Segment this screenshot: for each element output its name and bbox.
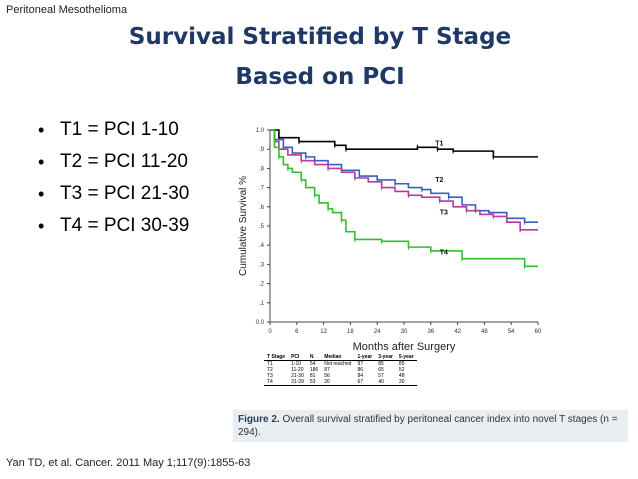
table-cell: T2	[267, 367, 273, 373]
caption-label: Figure 2.	[238, 414, 280, 425]
table-cell: 85	[378, 361, 384, 367]
bullet-item: • T4 = PCI 30-39	[38, 214, 189, 246]
table-cell: 97	[357, 361, 364, 367]
table-cell: 31-39	[291, 379, 304, 385]
bullet-text: T2 = PCI 11-20	[60, 151, 188, 172]
bullet-dot-icon: •	[38, 152, 45, 172]
y-tick-label: .1	[259, 301, 265, 307]
table-cell: 1-10	[291, 361, 302, 367]
bullet-item: • T2 = PCI 11-20	[38, 150, 189, 182]
table-header-cell: N	[309, 354, 314, 360]
survival-chart: 0.0 .1 .2 .3 .4 .5 .6 .7 .8 .9 1.0 0 6 12 18 24 30 36 42 48…	[238, 128, 542, 353]
table-header-cell: 1-year	[357, 354, 373, 360]
table-cell: 87	[324, 367, 330, 373]
x-tick-label: 30	[401, 329, 408, 335]
bullet-dot-icon: •	[38, 216, 45, 236]
bullet-text: T1 = PCI 1-10	[60, 119, 179, 140]
y-tick-label: .2	[259, 282, 265, 288]
bullet-list: • T1 = PCI 1-10 • T2 = PCI 11-20 • T3 = PCI…	[38, 118, 189, 246]
series-line-t3	[270, 129, 538, 231]
table-cell: 30	[398, 379, 405, 385]
table-cell: T1	[267, 361, 273, 367]
table-cell: 40	[378, 379, 384, 385]
table-cell: 11-20	[291, 367, 304, 373]
table-cell: 67	[357, 379, 364, 385]
bullet-text: T3 = PCI 21-30	[60, 183, 190, 204]
curve-label-t4: T4	[440, 250, 448, 257]
figure-caption: Figure 2. Overall survival stratified by…	[238, 413, 623, 439]
table-header-cell: T Stage	[267, 354, 286, 360]
table-cell: 53	[309, 379, 316, 385]
table-cell: 52	[398, 367, 405, 373]
y-tick-label: .5	[259, 224, 265, 230]
curve-label-t2: T2	[435, 177, 443, 184]
x-tick-label: 48	[481, 329, 488, 335]
y-tick-label: .3	[259, 262, 265, 268]
table-cell: 86	[357, 367, 364, 373]
x-tick-label: 0	[268, 329, 272, 335]
curve-label-t3: T3	[440, 209, 448, 216]
y-tick-label: .6	[259, 205, 265, 211]
x-tick-label: 60	[535, 329, 542, 335]
table-cell: 84	[357, 373, 364, 379]
y-axis-title: Cumulative Survival %	[238, 176, 249, 276]
x-tick-label: 42	[454, 329, 461, 335]
bullet-item: • T1 = PCI 1-10	[38, 118, 189, 150]
x-tick-label: 12	[320, 329, 327, 335]
series-line-t4	[270, 129, 538, 268]
x-tick-label: 36	[427, 329, 434, 335]
x-tick-label: 24	[374, 329, 381, 335]
table-cell: 56	[324, 373, 330, 379]
table-row: T4 31-39 53 26 67 40 30	[264, 379, 417, 386]
table-cell: 85	[398, 361, 405, 367]
table-header-cell: 5-year	[398, 354, 414, 360]
curve-label-t1: T1	[435, 140, 443, 147]
y-tick-label: .8	[259, 166, 265, 172]
y-tick-label: .7	[259, 186, 265, 192]
bullet-dot-icon: •	[38, 120, 45, 140]
x-tick-label: 54	[508, 329, 515, 335]
table-row: T3 21-30 81 56 84 57 48	[264, 373, 417, 379]
table-header-cell: Median	[324, 354, 342, 360]
slide-title-line1: Survival Stratified by T Stage	[128, 24, 512, 50]
table-cell: 65	[378, 367, 384, 373]
bullet-item: • T3 = PCI 21-30	[38, 182, 189, 214]
table-cell: 81	[309, 373, 316, 379]
y-tick-label: .4	[259, 243, 265, 249]
table-row: T2 11-20 186 87 86 65 52	[264, 367, 417, 373]
series-line-t2	[270, 129, 538, 223]
table-cell: 26	[324, 379, 330, 385]
y-tick-label: 1.0	[256, 128, 265, 134]
table-header-cell: PCI	[291, 354, 300, 360]
y-tick-label: .9	[259, 147, 265, 153]
table-cell: 186	[309, 367, 319, 373]
x-tick-label: 6	[295, 329, 299, 335]
table-cell: 57	[378, 373, 384, 379]
slide-title-line2: Based on PCI	[235, 64, 405, 90]
table-cell: 48	[398, 373, 405, 379]
table-header-cell: 3-year	[378, 354, 393, 360]
table-header-row: T Stage PCI N Median 1-year 3-year 5-yea…	[264, 354, 417, 361]
table-cell: T3	[267, 373, 273, 379]
citation: Yan TD, et al. Cancer. 2011 May 1;117(9)…	[6, 457, 251, 469]
x-axis-title: Months after Surgery	[353, 341, 456, 353]
header-label: Peritoneal Mesothelioma	[6, 4, 128, 16]
x-tick-label: 18	[347, 329, 354, 335]
table-cell: 21-30	[291, 373, 304, 379]
bullet-text: T4 = PCI 30-39	[60, 215, 190, 236]
summary-table: T Stage PCI N Median 1-year 3-year 5-yea…	[264, 354, 417, 386]
table-row: T1 1-10 54 Not reached 97 85 85	[264, 361, 417, 368]
caption-background	[233, 410, 628, 442]
table-cell: T4	[267, 379, 273, 385]
series-line-t1	[270, 129, 538, 158]
caption-text: Overall survival stratified by peritonea…	[238, 414, 618, 438]
bullet-dot-icon: •	[38, 184, 45, 204]
table-cell: 54	[309, 361, 316, 367]
table-cell: Not reached	[324, 361, 352, 367]
y-tick-label: 0.0	[256, 320, 265, 326]
